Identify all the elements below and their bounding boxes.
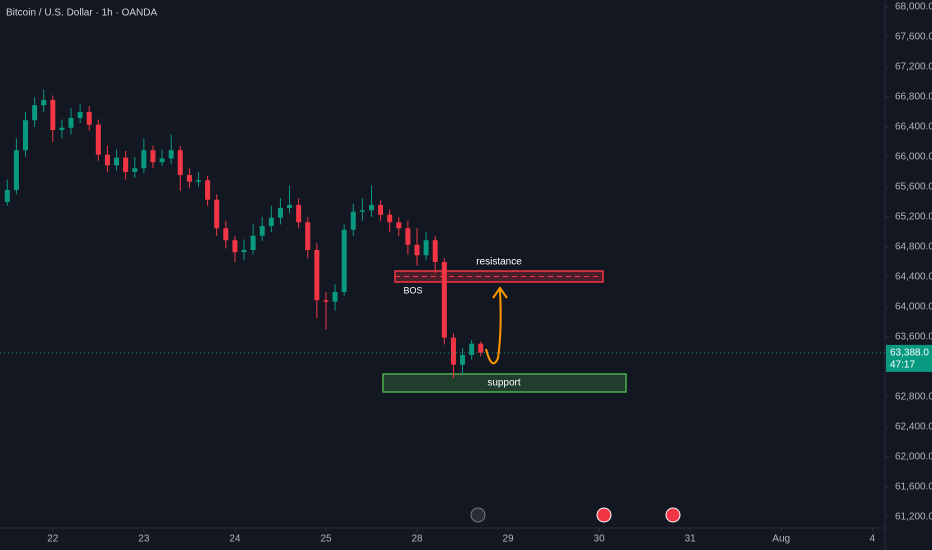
x-tick-label: 22 xyxy=(47,534,59,545)
candle-body xyxy=(378,204,384,215)
x-tick-label: 23 xyxy=(138,534,150,545)
support-label: support xyxy=(487,378,521,389)
y-tick-label: 64,800.0 xyxy=(895,242,932,253)
candle-body xyxy=(86,111,92,125)
candle-body xyxy=(341,229,347,292)
candle-body xyxy=(59,127,65,130)
candle-body xyxy=(159,158,165,163)
candle-body xyxy=(168,150,174,159)
y-tick-label: 68,000.0 xyxy=(895,2,932,13)
candle-body xyxy=(132,168,138,172)
candle-body xyxy=(13,150,19,190)
candle-body xyxy=(104,154,110,166)
candle-body xyxy=(195,180,201,182)
y-tick-label: 66,400.0 xyxy=(895,122,932,133)
y-tick-label: 67,200.0 xyxy=(895,62,932,73)
candle-body xyxy=(250,235,256,250)
event-icon[interactable] xyxy=(665,507,681,523)
x-tick-label: 29 xyxy=(502,534,514,545)
candle-body xyxy=(223,228,229,241)
y-tick-label: 63,600.0 xyxy=(895,332,932,343)
candle-body xyxy=(259,225,265,236)
bos-label: BOS xyxy=(403,285,422,295)
candle-body xyxy=(4,189,10,202)
event-icon[interactable] xyxy=(596,507,612,523)
candle-body xyxy=(123,157,129,172)
candle-body xyxy=(41,99,47,106)
candle-body xyxy=(332,291,338,302)
candle-body xyxy=(95,124,101,155)
candle-body xyxy=(22,120,28,151)
candle-body xyxy=(368,204,374,211)
y-tick-label: 66,800.0 xyxy=(895,92,932,103)
candle-body xyxy=(287,204,293,208)
candle-body xyxy=(478,343,484,353)
support-zone xyxy=(382,373,627,393)
x-tick-label: 31 xyxy=(685,534,697,545)
candle-body xyxy=(414,244,420,256)
candle-body xyxy=(323,300,329,302)
candle-body xyxy=(305,222,311,250)
candle-body xyxy=(114,157,120,166)
candle-body xyxy=(77,111,83,118)
y-tick-label: 61,200.0 xyxy=(895,512,932,523)
candle-body xyxy=(387,214,393,223)
arrow xyxy=(485,289,502,365)
x-tick-label: Aug xyxy=(772,534,790,545)
candle-body xyxy=(314,249,320,301)
candle-body xyxy=(359,210,365,212)
event-icon[interactable] xyxy=(470,507,486,523)
candle-body xyxy=(268,217,274,226)
y-tick-label: 64,400.0 xyxy=(895,272,932,283)
candle-body xyxy=(450,337,456,365)
candle-body xyxy=(350,211,356,230)
y-tick-label: 61,600.0 xyxy=(895,482,932,493)
candle-body xyxy=(205,180,211,200)
y-tick-label: 67,600.0 xyxy=(895,32,932,43)
y-tick-label: 66,000.0 xyxy=(895,152,932,163)
candle-body xyxy=(177,150,183,175)
y-tick-label: 64,000.0 xyxy=(895,302,932,313)
countdown: 47:17 xyxy=(890,360,915,371)
candle-body xyxy=(405,228,411,245)
arrow-head xyxy=(492,286,508,299)
y-tick-label: 65,200.0 xyxy=(895,212,932,223)
candle-body xyxy=(460,354,466,365)
chart-title: Bitcoin / U.S. Dollar · 1h · OANDA xyxy=(6,8,157,19)
candle-body xyxy=(141,150,147,169)
x-tick-label: 4 xyxy=(869,534,875,545)
candle-body xyxy=(241,249,247,253)
candle-body xyxy=(68,117,74,128)
candle-body xyxy=(423,240,429,256)
y-tick-label: 62,400.0 xyxy=(895,422,932,433)
candle-body xyxy=(186,174,192,182)
candle-body xyxy=(50,99,56,130)
candle-body xyxy=(277,207,283,218)
last-price-box xyxy=(886,344,932,372)
y-tick-label: 62,800.0 xyxy=(895,392,932,403)
candle-body xyxy=(441,261,447,338)
candle-body xyxy=(214,199,220,229)
candle-body xyxy=(232,240,238,253)
candle-body xyxy=(396,222,402,229)
y-tick-label: 62,000.0 xyxy=(895,452,932,463)
x-tick-label: 30 xyxy=(594,534,606,545)
x-tick-label: 24 xyxy=(229,534,241,545)
candle-body xyxy=(432,240,438,262)
x-tick-label: 25 xyxy=(320,534,332,545)
candle-body xyxy=(296,204,302,223)
last-price-label: 63,388.0 xyxy=(890,348,929,359)
resistance-label: resistance xyxy=(476,257,522,268)
candle-body xyxy=(32,105,38,121)
x-tick-label: 28 xyxy=(411,534,423,545)
candle-body xyxy=(150,150,156,163)
candle-body xyxy=(469,343,475,355)
y-tick-label: 65,600.0 xyxy=(895,182,932,193)
